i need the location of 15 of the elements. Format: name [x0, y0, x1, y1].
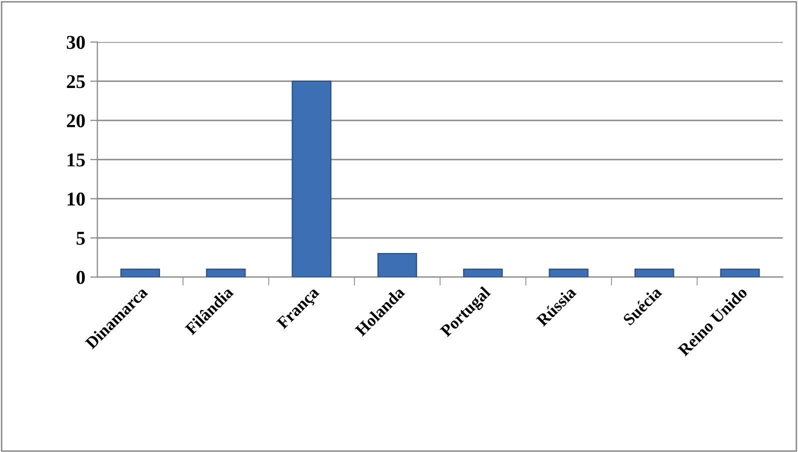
bar: [634, 268, 674, 278]
y-tick-label: 10: [68, 192, 85, 206]
y-tick-label: 25: [66, 75, 85, 88]
bar: [292, 80, 332, 278]
y-tick-label: 5: [76, 232, 85, 245]
y-tick-label: 30: [66, 36, 85, 49]
bar: [377, 253, 418, 278]
bar: [206, 268, 246, 278]
bar: [120, 268, 160, 278]
bar: [720, 268, 760, 278]
y-tick-label: 0: [76, 270, 85, 284]
y-tick-label: 15: [68, 153, 85, 166]
bar: [548, 268, 588, 278]
bar: [463, 268, 503, 278]
y-tick-label: 20: [66, 114, 85, 128]
